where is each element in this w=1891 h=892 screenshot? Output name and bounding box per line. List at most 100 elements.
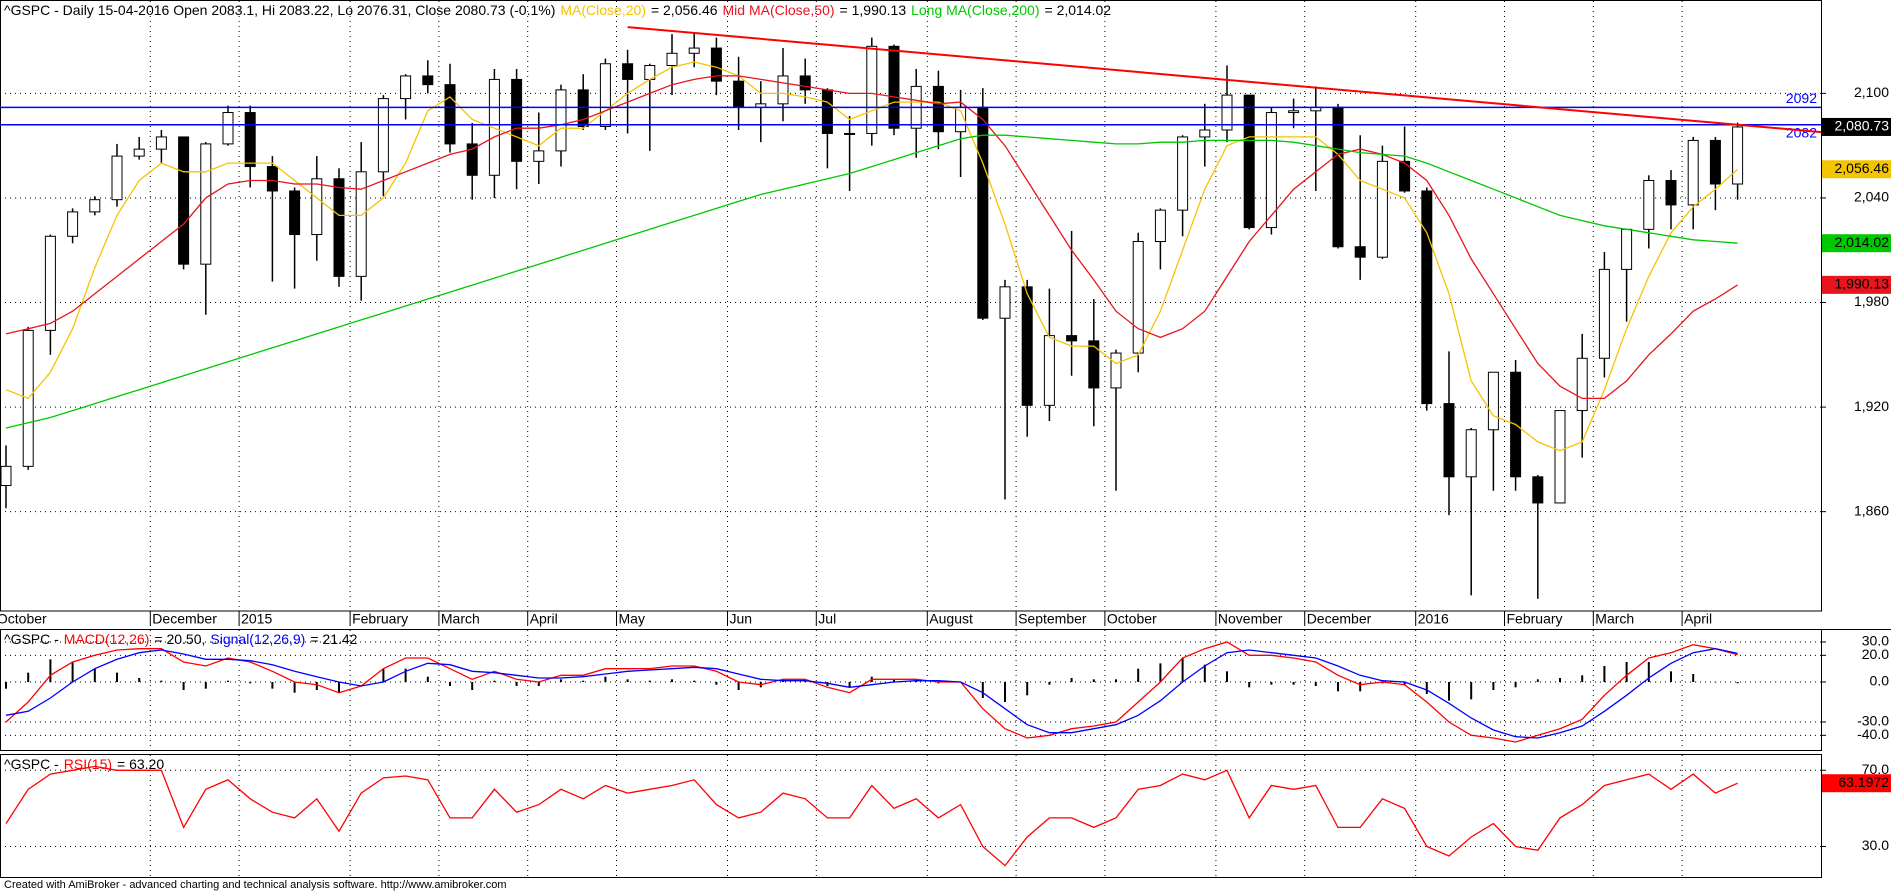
trend-line xyxy=(627,26,1822,134)
histogram-bar xyxy=(1381,682,1384,684)
candle-body xyxy=(422,75,434,86)
candle-body xyxy=(178,136,190,265)
candle-body xyxy=(289,190,301,236)
histogram-bar xyxy=(715,682,718,685)
value-badge xyxy=(1822,234,1891,253)
value-badge xyxy=(1822,774,1891,793)
candle-body xyxy=(1643,180,1655,230)
candle-body xyxy=(1243,94,1255,229)
histogram-bar xyxy=(249,682,252,684)
series-line xyxy=(5,75,1738,400)
histogram-bar xyxy=(93,668,96,682)
histogram-bar xyxy=(1448,682,1450,701)
x-tick-label: February xyxy=(1507,611,1563,627)
candle-body xyxy=(622,63,634,80)
y-tick-label: 1,920 xyxy=(1854,398,1889,414)
candle-body xyxy=(0,465,12,487)
histogram-bar xyxy=(1359,682,1362,692)
histogram-bar xyxy=(1137,668,1140,682)
legend-readout: = 2,014.02 xyxy=(1045,2,1112,18)
value-badge-label: 63.1972 xyxy=(1838,774,1889,790)
histogram-bar xyxy=(1248,682,1251,688)
legend-readout: = 21.42 xyxy=(310,631,357,647)
candle-body xyxy=(89,199,101,213)
x-tick-label: 2015 xyxy=(241,611,272,627)
histogram-bar xyxy=(1270,682,1273,685)
y-tick-label: -30.0 xyxy=(1857,713,1889,729)
candle-body xyxy=(311,178,323,236)
candle-body xyxy=(1332,106,1344,248)
candle-body xyxy=(200,143,212,265)
title-text: ^GSPC - Daily 15-04-2016 Open 2083.1, Hi… xyxy=(4,2,555,18)
candle-body xyxy=(1221,94,1233,131)
candle-body xyxy=(977,106,989,319)
candle-body xyxy=(666,52,678,66)
y-tick-label: 0.0 xyxy=(1870,673,1890,689)
candle-body xyxy=(355,171,367,277)
y-tick-label: 1,980 xyxy=(1854,293,1889,309)
histogram-bar xyxy=(1203,664,1206,682)
series-line xyxy=(5,648,1738,739)
histogram-bar xyxy=(182,682,185,690)
candle-body xyxy=(932,85,944,133)
y-tick-label: 30.0 xyxy=(1862,837,1889,853)
candle-body xyxy=(1732,126,1744,185)
candle-body xyxy=(488,78,500,176)
histogram-bar xyxy=(582,680,585,682)
histogram-bar xyxy=(671,679,673,682)
x-tick-label: October xyxy=(0,611,47,627)
histogram-bar xyxy=(1026,682,1029,696)
histogram-bar xyxy=(1115,679,1117,682)
histogram-bar xyxy=(1181,658,1184,682)
candle-body xyxy=(1288,110,1300,114)
y-tick-label: 70.0 xyxy=(1862,761,1889,777)
candle-body xyxy=(1177,136,1189,211)
x-tick-label: November xyxy=(1218,611,1283,627)
histogram-bar xyxy=(1536,679,1539,682)
candle-body xyxy=(1132,241,1144,354)
histogram-bar xyxy=(204,682,207,689)
candle-body xyxy=(1021,286,1033,406)
title-text: ^GSPC - xyxy=(4,631,59,647)
candle-body xyxy=(1532,476,1544,504)
histogram-bar xyxy=(737,682,740,690)
legend-name: MACD(12,26) xyxy=(64,631,150,647)
histogram-bar xyxy=(493,680,496,682)
histogram-bar xyxy=(449,682,451,686)
histogram-bar xyxy=(71,662,74,682)
candle-body xyxy=(888,45,900,129)
x-tick-label: Jul xyxy=(818,611,836,627)
title-text: ^GSPC - xyxy=(4,756,59,772)
candle-body xyxy=(1199,129,1211,138)
histogram-bar xyxy=(1492,682,1495,690)
candle-body xyxy=(1376,160,1388,258)
candle-body xyxy=(244,112,256,168)
candle-body xyxy=(133,148,145,157)
candle-body xyxy=(466,143,478,176)
histogram-bar xyxy=(1070,678,1073,682)
histogram-bar xyxy=(848,682,851,688)
candle-body xyxy=(377,98,389,173)
candle-body xyxy=(333,178,345,277)
footer: Created with AmiBroker - advanced charti… xyxy=(4,879,507,891)
histogram-bar xyxy=(49,659,52,682)
histogram-bar xyxy=(1647,662,1650,682)
candle-body xyxy=(111,155,123,201)
candle-body xyxy=(710,47,722,82)
macd-panel-frame xyxy=(0,629,1822,751)
candle-body xyxy=(1709,139,1721,185)
x-tick-label: February xyxy=(352,611,408,627)
histogram-bar xyxy=(116,672,118,682)
candle-body xyxy=(44,235,56,331)
x-tick-label: December xyxy=(1307,611,1372,627)
histogram-bar xyxy=(515,682,518,686)
series-line xyxy=(5,641,1738,743)
x-tick-label: August xyxy=(929,611,973,627)
candle-body xyxy=(1265,112,1277,229)
panel-title: ^GSPC - MACD(12,26) = 20.50, Signal(12,26,9… xyxy=(4,631,358,647)
histogram-bar xyxy=(826,682,829,686)
candle-body xyxy=(577,89,589,127)
histogram-bar xyxy=(1581,675,1584,682)
value-badge-label: 2,080.73 xyxy=(1835,118,1890,134)
